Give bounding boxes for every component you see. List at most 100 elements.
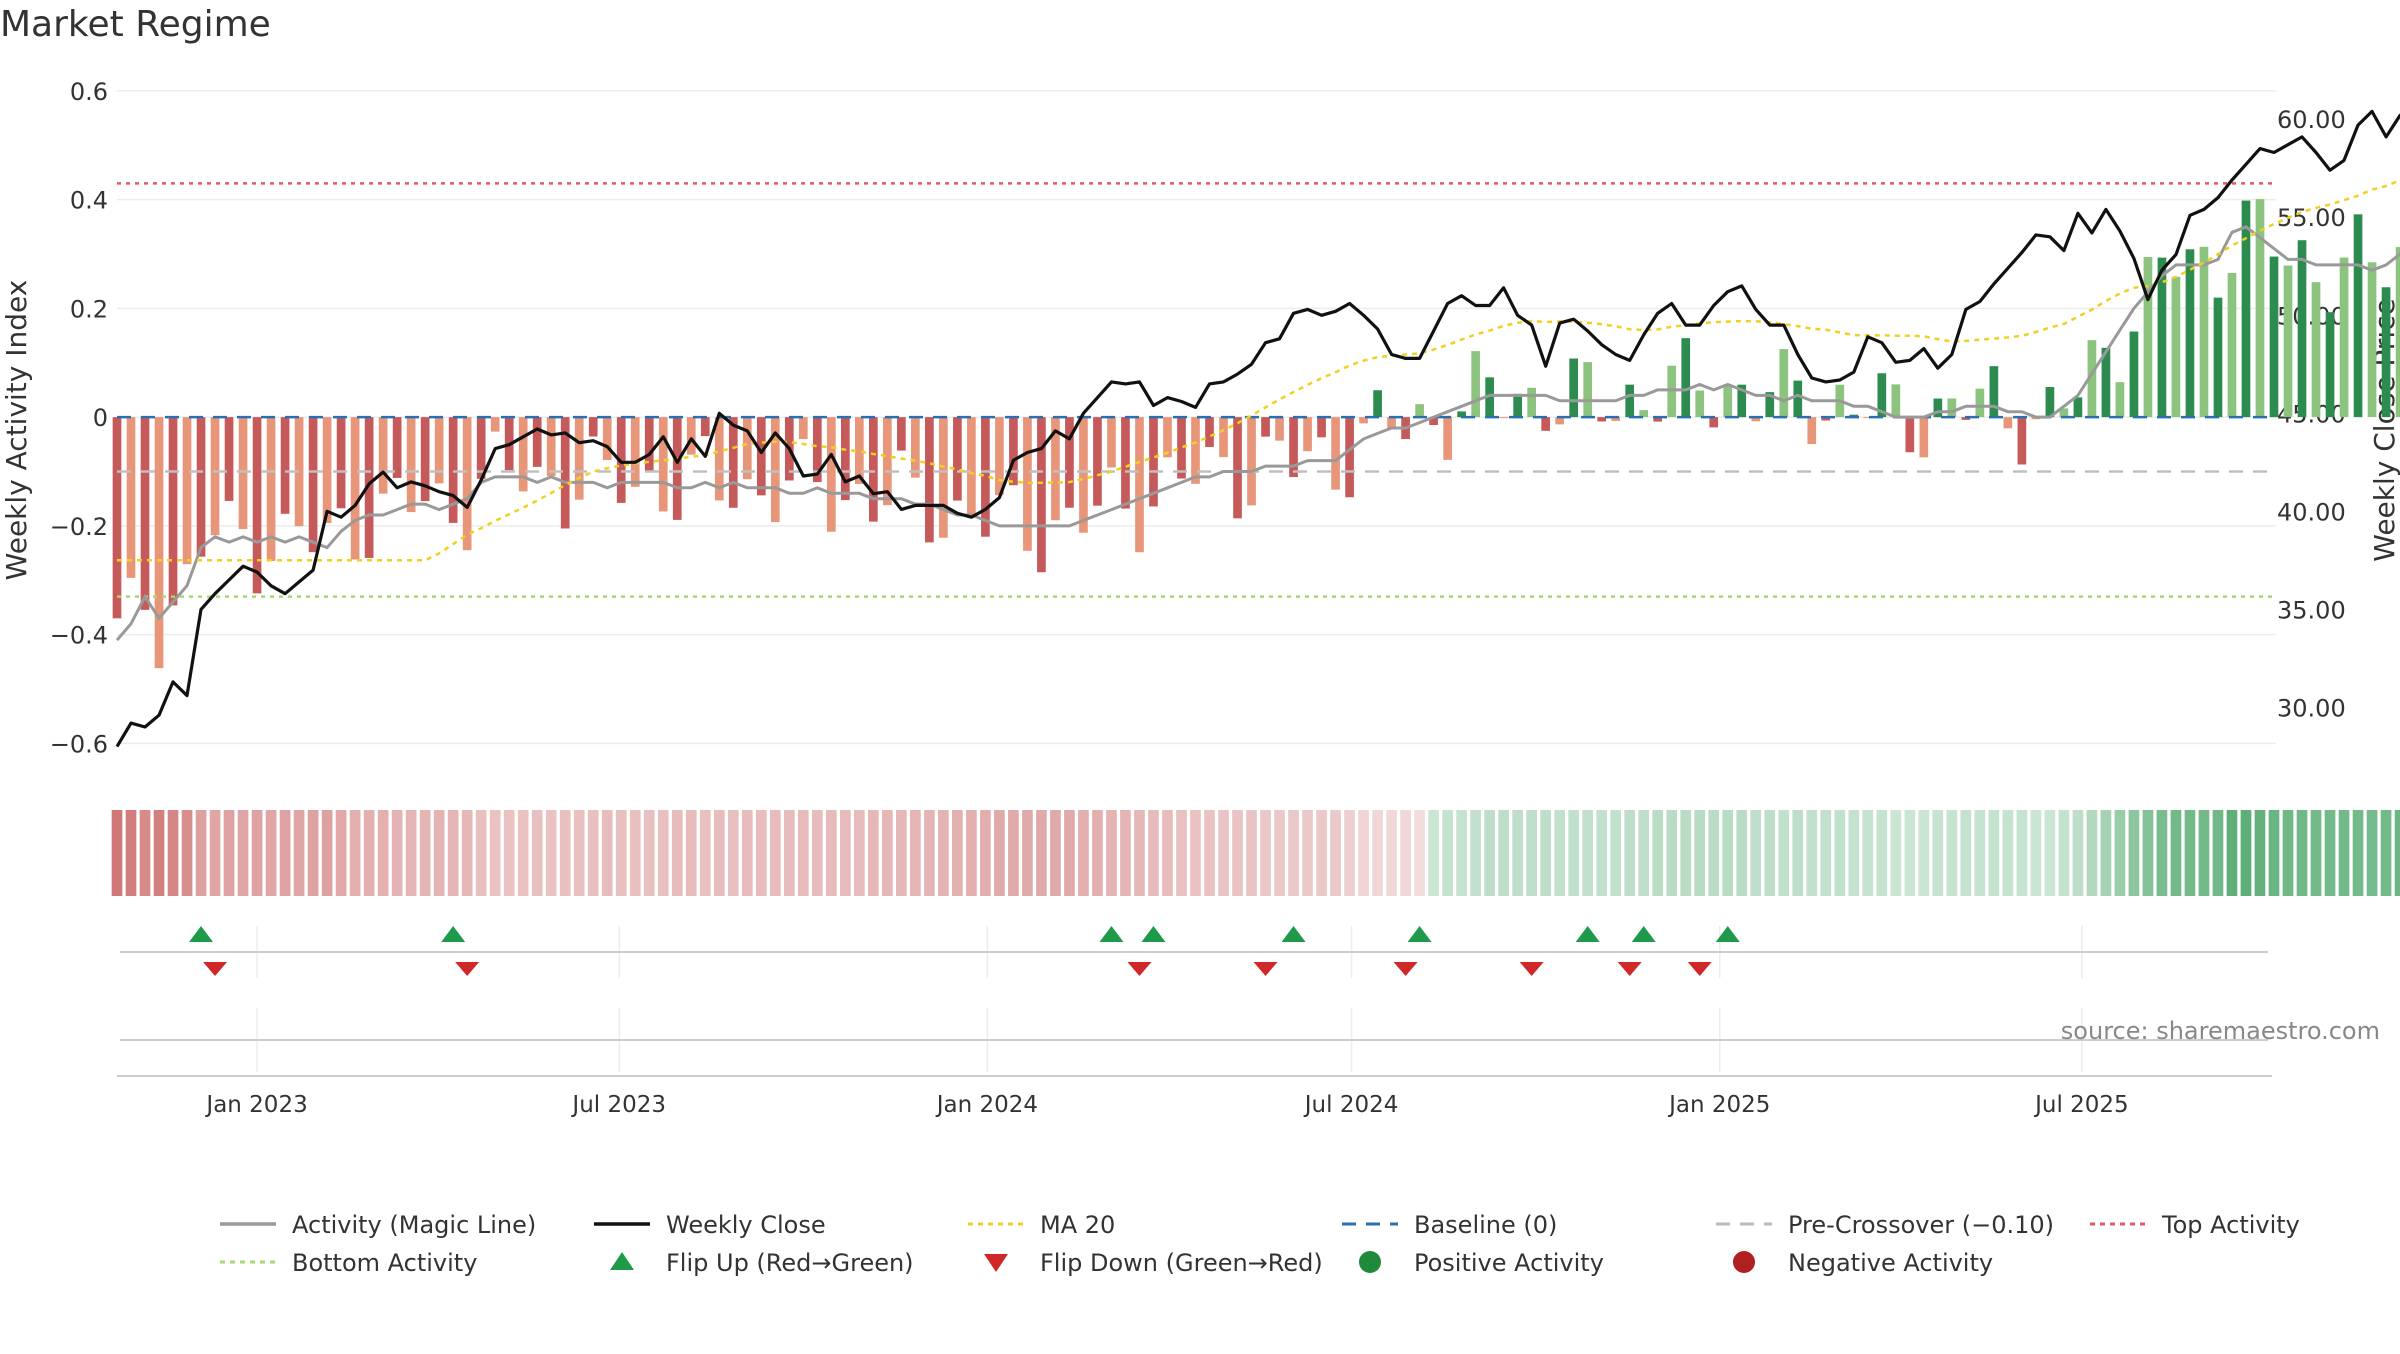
activity-strip-cell: [1274, 810, 1285, 896]
activity-bar: [2367, 262, 2377, 418]
activity-bar: [266, 417, 276, 561]
flip-down-marker: [1393, 962, 1418, 976]
activity-bar: [588, 417, 598, 437]
activity-bar: [1877, 373, 1887, 418]
activity-bar: [1303, 417, 1312, 452]
activity-bar: [1793, 380, 1803, 418]
activity-bar: [2017, 417, 2027, 465]
activity-strip-cell: [1008, 810, 1019, 896]
activity-bar: [2311, 282, 2321, 418]
activity-strip-cell: [265, 810, 277, 896]
activity-bar: [1037, 417, 1046, 573]
activity-bar: [1723, 384, 1733, 418]
activity-strip-cell: [2030, 810, 2042, 896]
activity-bar: [798, 417, 808, 440]
activity-bar: [126, 417, 136, 578]
activity-bar: [939, 417, 948, 538]
activity-bar: [322, 417, 332, 523]
activity-bar: [658, 417, 668, 512]
y-right-tick-label: 35.00: [2277, 596, 2346, 624]
activity-bar: [672, 417, 682, 520]
y-left-tick-label: −0.2: [50, 513, 108, 541]
activity-strip-cell: [1946, 810, 1958, 896]
x-tick-label: Jul 2025: [2033, 1092, 2129, 1118]
activity-strip-cell: [727, 810, 739, 896]
activity-strip-cell: [1316, 810, 1327, 896]
activity-bar: [2073, 397, 2083, 418]
activity-strip-cell: [825, 810, 837, 896]
activity-bar: [1093, 417, 1102, 506]
activity-strip-cell: [335, 810, 347, 896]
legend-label: Baseline (0): [1414, 1211, 1557, 1239]
activity-bar: [1429, 417, 1438, 425]
activity-bar: [224, 417, 234, 501]
activity-bar: [1751, 417, 1761, 422]
activity-bar: [294, 417, 304, 527]
activity-strip-cell: [1344, 810, 1355, 896]
activity-strip-cell: [2100, 810, 2112, 896]
activity-bar: [840, 417, 850, 501]
activity-bar: [1989, 366, 1999, 418]
activity-bar: [602, 417, 612, 460]
activity-strip-cell: [839, 810, 851, 896]
flip-up-marker: [1099, 926, 1124, 942]
activity-bar: [196, 417, 206, 557]
activity-strip-cell: [854, 810, 865, 896]
activity-strip-cell: [2296, 810, 2308, 896]
activity-bar: [826, 417, 836, 532]
activity-strip-cell: [741, 810, 753, 896]
activity-bar: [911, 417, 920, 478]
activity-strip-cell: [1988, 810, 2000, 896]
activity-strip-cell: [1918, 810, 1930, 896]
activity-strip-cell: [924, 810, 935, 896]
activity-bar: [1051, 417, 1060, 521]
activity-strip-cell: [2072, 810, 2084, 896]
legend-label: Top Activity: [2161, 1211, 2300, 1239]
activity-strip-cell: [2002, 810, 2014, 896]
activity-strip-cell: [2212, 810, 2224, 896]
activity-bar: [1555, 417, 1565, 425]
activity-strip-cell: [1708, 810, 1720, 896]
activity-bar: [308, 417, 318, 553]
activity-bar: [210, 417, 220, 536]
legend-label: Pre-Crossover (−0.10): [1788, 1211, 2054, 1239]
y-right-tick-label: 60.00: [2277, 106, 2346, 134]
activity-strip-cell: [587, 810, 599, 896]
activity-bar: [238, 417, 248, 530]
activity-bar: [2087, 340, 2097, 418]
activity-strip-cell: [2282, 810, 2294, 896]
x-tick-label: Jan 2023: [204, 1092, 307, 1118]
activity-bar: [1387, 417, 1396, 430]
activity-strip-cell: [153, 810, 165, 896]
activity-strip-cell: [1554, 810, 1566, 896]
activity-strip-cell: [125, 810, 137, 896]
activity-bar: [1275, 417, 1284, 441]
activity-bar: [154, 417, 164, 669]
activity-bar: [686, 417, 696, 455]
activity-bar: [1499, 417, 1508, 419]
x-tick-label: Jul 2023: [570, 1092, 666, 1118]
activity-strip-cell: [1260, 810, 1271, 896]
activity-strip-cell: [2184, 810, 2196, 896]
activity-bar: [2185, 249, 2195, 418]
activity-bar: [953, 417, 962, 501]
activity-strip-cell: [405, 810, 417, 896]
activity-strip-cell: [1624, 810, 1636, 896]
activity-strip-cell: [685, 810, 697, 896]
activity-bar: [1191, 417, 1200, 484]
activity-bar: [112, 417, 122, 619]
activity-bar: [2339, 257, 2349, 418]
activity-bar: [1639, 410, 1649, 418]
legend-label: Negative Activity: [1788, 1249, 1993, 1277]
flip-up-marker: [189, 926, 214, 942]
legend-label: Activity (Magic Line): [292, 1211, 536, 1239]
activity-bar: [869, 417, 878, 522]
activity-strip-cell: [1092, 810, 1103, 896]
activity-bar: [1527, 387, 1536, 418]
activity-bar: [140, 417, 150, 610]
flip-up-marker: [1141, 926, 1166, 942]
activity-strip-cell: [1820, 810, 1832, 896]
activity-bar: [1373, 390, 1382, 418]
activity-strip-cell: [489, 810, 501, 896]
